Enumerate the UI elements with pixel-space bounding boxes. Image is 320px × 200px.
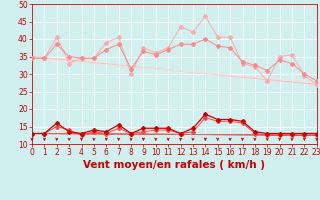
X-axis label: Vent moyen/en rafales ( km/h ): Vent moyen/en rafales ( km/h ) bbox=[84, 160, 265, 170]
